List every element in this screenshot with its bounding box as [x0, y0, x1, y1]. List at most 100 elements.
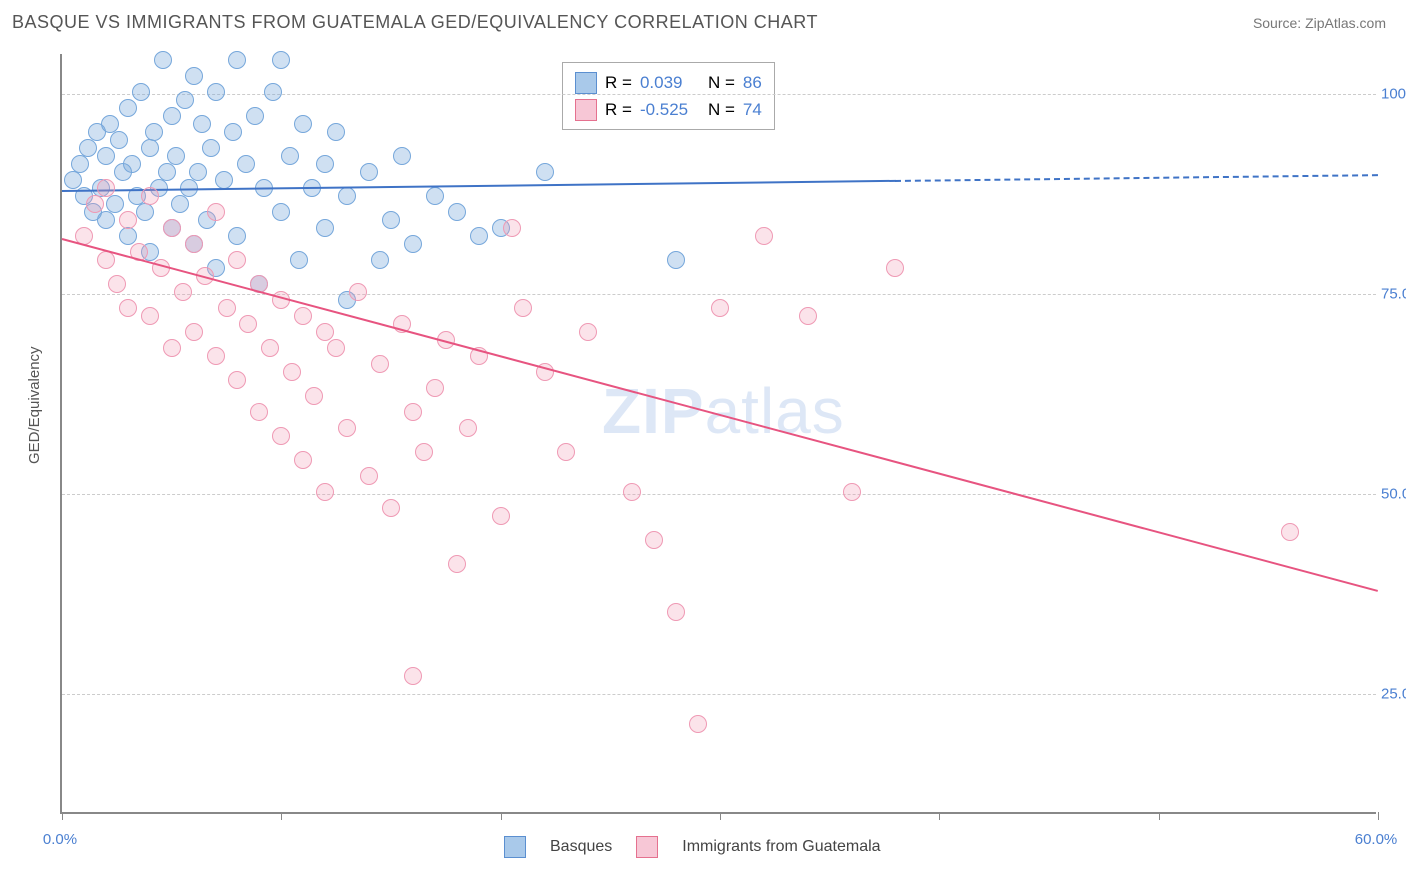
data-point: [316, 219, 334, 237]
data-point: [207, 203, 225, 221]
swatch-basques: [575, 72, 597, 94]
data-point: [141, 307, 159, 325]
data-point: [106, 195, 124, 213]
data-point: [132, 83, 150, 101]
data-point: [272, 203, 290, 221]
data-point: [185, 67, 203, 85]
data-point: [415, 443, 433, 461]
data-point: [215, 171, 233, 189]
data-point: [64, 171, 82, 189]
x-tick: [281, 812, 282, 820]
x-tick: [720, 812, 721, 820]
data-point: [492, 507, 510, 525]
data-point: [171, 195, 189, 213]
data-point: [237, 155, 255, 173]
data-point: [207, 347, 225, 365]
x-tick: [1159, 812, 1160, 820]
data-point: [141, 187, 159, 205]
swatch-guatemala: [575, 99, 597, 121]
gridline: [62, 294, 1376, 295]
data-point: [202, 139, 220, 157]
data-point: [154, 51, 172, 69]
data-point: [404, 235, 422, 253]
n-value-basques: 86: [743, 69, 762, 96]
data-point: [667, 251, 685, 269]
data-point: [316, 323, 334, 341]
data-point: [185, 323, 203, 341]
x-tick: [62, 812, 63, 820]
data-point: [86, 195, 104, 213]
data-point: [119, 99, 137, 117]
swatch-guatemala-bottom: [636, 836, 658, 858]
data-point: [360, 163, 378, 181]
source-label: Source: ZipAtlas.com: [1253, 15, 1386, 31]
data-point: [294, 115, 312, 133]
data-point: [426, 187, 444, 205]
data-point: [97, 147, 115, 165]
y-tick-label: 25.0%: [1381, 686, 1406, 703]
data-point: [426, 379, 444, 397]
data-point: [579, 323, 597, 341]
x-tick: [939, 812, 940, 820]
legend-label-basques: Basques: [550, 838, 612, 856]
data-point: [316, 155, 334, 173]
n-value-guatemala: 74: [743, 96, 762, 123]
data-point: [645, 531, 663, 549]
data-point: [448, 203, 466, 221]
data-point: [623, 483, 641, 501]
x-tick-label: 60.0%: [1355, 831, 1398, 848]
data-point: [886, 259, 904, 277]
data-point: [228, 371, 246, 389]
data-point: [108, 275, 126, 293]
r-value-basques: 0.039: [640, 69, 700, 96]
bottom-legend: Basques Immigrants from Guatemala: [504, 836, 881, 858]
data-point: [167, 147, 185, 165]
data-point: [119, 227, 137, 245]
data-point: [228, 227, 246, 245]
chart-container: GED/Equivalency ZIPatlas R = 0.039 N = 8…: [14, 44, 1392, 864]
data-point: [393, 147, 411, 165]
data-point: [71, 155, 89, 173]
data-point: [119, 299, 137, 317]
data-point: [176, 91, 194, 109]
data-point: [185, 235, 203, 253]
x-tick: [501, 812, 502, 820]
data-point: [316, 483, 334, 501]
data-point: [338, 419, 356, 437]
data-point: [141, 139, 159, 157]
correlation-legend: R = 0.039 N = 86 R = -0.525 N = 74: [562, 62, 775, 130]
data-point: [193, 115, 211, 133]
data-point: [228, 51, 246, 69]
y-axis-label: GED/Equivalency: [26, 346, 43, 464]
data-point: [667, 603, 685, 621]
data-point: [272, 51, 290, 69]
data-point: [294, 451, 312, 469]
data-point: [97, 211, 115, 229]
data-point: [136, 203, 154, 221]
chart-title: BASQUE VS IMMIGRANTS FROM GUATEMALA GED/…: [12, 12, 818, 33]
data-point: [327, 123, 345, 141]
data-point: [250, 403, 268, 421]
data-point: [163, 339, 181, 357]
data-point: [261, 339, 279, 357]
data-point: [264, 83, 282, 101]
data-point: [349, 283, 367, 301]
data-point: [338, 187, 356, 205]
data-point: [189, 163, 207, 181]
data-point: [503, 219, 521, 237]
x-tick: [1378, 812, 1379, 820]
data-point: [536, 163, 554, 181]
y-tick-label: 100.0%: [1381, 86, 1406, 103]
data-point: [327, 339, 345, 357]
gridline: [62, 94, 1376, 95]
data-point: [272, 427, 290, 445]
data-point: [305, 387, 323, 405]
data-point: [283, 363, 301, 381]
gridline: [62, 694, 1376, 695]
data-point: [514, 299, 532, 317]
trend-line: [895, 174, 1378, 182]
data-point: [119, 211, 137, 229]
data-point: [158, 163, 176, 181]
data-point: [97, 179, 115, 197]
legend-label-guatemala: Immigrants from Guatemala: [682, 838, 880, 856]
